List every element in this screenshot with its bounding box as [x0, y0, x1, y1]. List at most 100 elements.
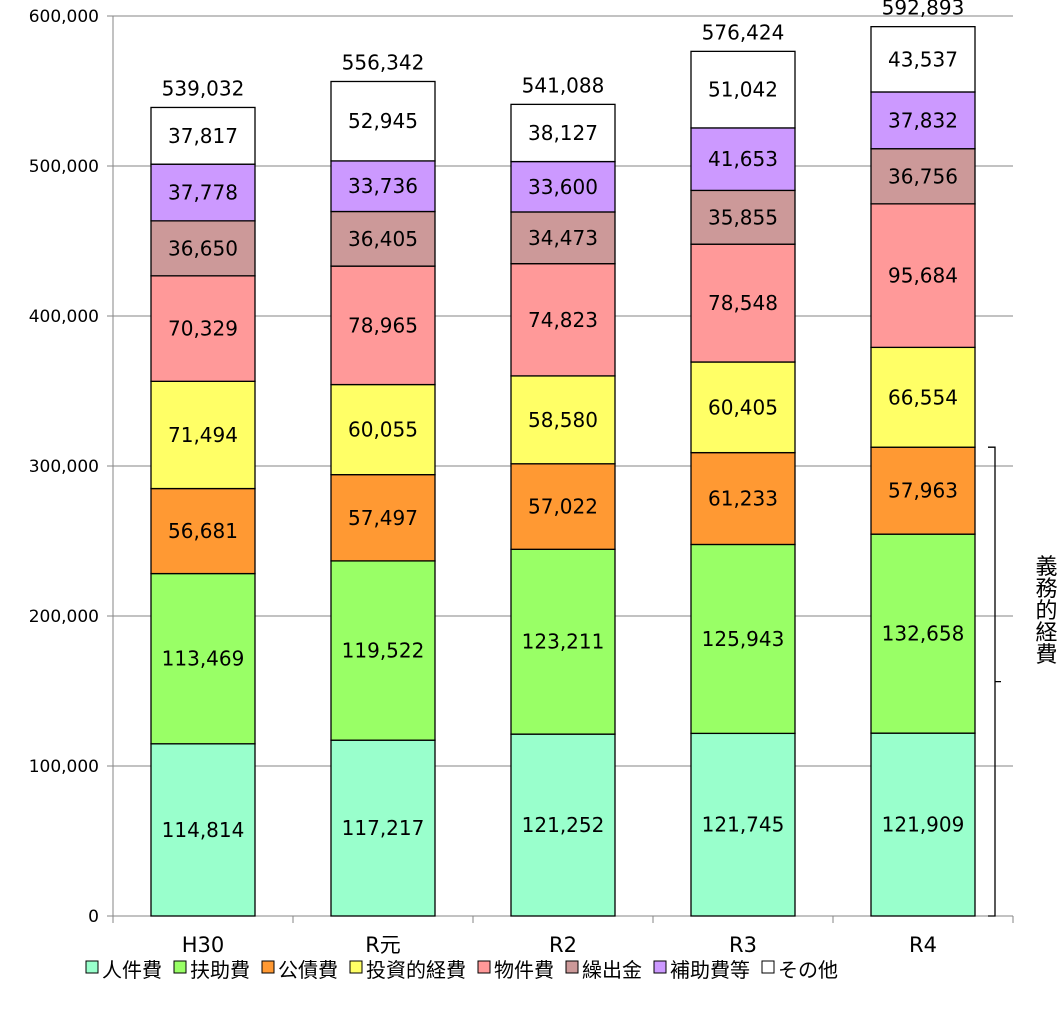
legend-label: 繰出金	[582, 958, 642, 982]
bar-segment	[510, 463, 616, 550]
legend: 人件費 扶助費 公債費 投資的経費 物件費 繰出金 補助費等 その他	[85, 958, 838, 982]
segment-value-label: 57,963	[888, 479, 958, 503]
segment-value-label: 125,943	[702, 627, 785, 651]
legend-swatch	[761, 960, 775, 974]
segment-value-label: 123,211	[522, 630, 605, 654]
segment-value-label: 52,945	[348, 109, 418, 133]
bar-segment	[330, 80, 436, 162]
segment-value-label: 51,042	[708, 78, 778, 102]
bar-segment	[150, 163, 256, 222]
bar-segment	[870, 533, 976, 734]
segment-value-label: 95,684	[888, 264, 958, 288]
x-tick-label: R2	[549, 933, 577, 957]
segment-value-label: 114,814	[162, 818, 245, 842]
bar-segment	[690, 732, 796, 917]
segment-value-label: 34,473	[528, 226, 598, 250]
bar-segment	[870, 148, 976, 205]
bar-segment	[690, 189, 796, 245]
segment-value-label: 56,681	[168, 519, 238, 543]
y-tick-label: 300,000	[29, 457, 99, 477]
bar-segment	[150, 275, 256, 382]
annotation-bracket	[988, 446, 1001, 917]
legend-swatch	[653, 960, 667, 974]
segment-value-label: 38,127	[528, 121, 598, 145]
y-tick-label: 600,000	[29, 7, 99, 27]
legend-label: その他	[778, 958, 838, 982]
segment-value-label: 74,823	[528, 308, 598, 332]
segment-value-label: 37,778	[168, 181, 238, 205]
y-tick-label: 500,000	[29, 157, 99, 177]
bar-segment	[330, 210, 436, 267]
segment-value-label: 41,653	[708, 147, 778, 171]
y-tick-label: 100,000	[29, 757, 99, 777]
segment-value-label: 60,055	[348, 418, 418, 442]
x-tick-label: H30	[182, 933, 225, 957]
segment-value-label: 71,494	[168, 423, 238, 447]
total-value-label: 556,342	[342, 50, 425, 74]
bar-segment	[510, 548, 616, 735]
legend-swatch	[349, 960, 363, 974]
segment-value-label: 33,600	[528, 175, 598, 199]
bar-segment	[510, 263, 616, 377]
segment-value-label: 37,817	[168, 124, 238, 148]
legend-label: 物件費	[494, 958, 554, 982]
y-tick-label: 200,000	[29, 607, 99, 627]
bar-segment	[330, 265, 436, 386]
segment-value-label: 78,548	[708, 291, 778, 315]
legend-swatch	[477, 960, 491, 974]
segment-value-label: 113,469	[162, 647, 245, 671]
bar-segment	[150, 487, 256, 575]
bar-segment	[690, 361, 796, 454]
axes: 0 100,000 200,000 300,000 400,000 500,000 600,…	[29, 7, 1014, 957]
segment-value-label: 57,022	[528, 495, 598, 519]
obligatory-expense-annotation: 義務的経費	[988, 446, 1057, 917]
segment-value-label: 117,217	[342, 816, 425, 840]
segment-value-label: 57,497	[348, 506, 418, 530]
x-tick-label: R3	[729, 933, 757, 957]
segment-value-label: 33,736	[348, 174, 418, 198]
x-tick-label: R元	[365, 933, 401, 957]
y-tick-label: 0	[88, 907, 99, 927]
bar-segment	[870, 26, 976, 93]
bar-segment	[150, 106, 256, 165]
bar-segment	[150, 220, 256, 277]
x-tick-label: R4	[909, 933, 937, 957]
legend-label: 公債費	[278, 958, 338, 982]
segment-value-label: 132,658	[882, 622, 965, 646]
bars	[150, 26, 976, 917]
bar-segment	[870, 732, 976, 917]
legend-label: 扶助費	[190, 958, 250, 982]
bar-segment	[510, 103, 616, 163]
legend-swatch	[85, 960, 99, 974]
bar-segment	[870, 203, 976, 349]
total-value-label: 541,088	[522, 73, 605, 97]
bar-segment	[150, 743, 256, 917]
bar-segment	[690, 243, 796, 363]
bar-segment	[510, 211, 616, 265]
total-value-label: 539,032	[162, 76, 245, 100]
legend-swatch	[565, 960, 579, 974]
segment-value-label: 121,745	[702, 813, 785, 837]
bar-segment	[330, 560, 436, 741]
legend-label: 投資的経費	[366, 958, 466, 982]
bar-segment	[330, 739, 436, 917]
segment-value-label: 121,909	[882, 813, 965, 837]
bar-segment	[870, 346, 976, 448]
total-value-label: 576,424	[702, 20, 785, 44]
segment-value-label: 36,650	[168, 236, 238, 260]
total-value-label: 592,893	[882, 0, 965, 20]
legend-swatch	[173, 960, 187, 974]
segment-value-label: 36,405	[348, 227, 418, 251]
legend-swatch	[261, 960, 275, 974]
segment-value-label: 36,756	[888, 164, 958, 188]
y-tick-label: 400,000	[29, 307, 99, 327]
segment-value-label: 78,965	[348, 313, 418, 337]
segment-value-label: 37,832	[888, 108, 958, 132]
bar-segment	[690, 451, 796, 546]
segment-value-label: 58,580	[528, 408, 598, 432]
segment-value-label: 66,554	[888, 385, 958, 409]
legend-label: 人件費	[102, 958, 162, 982]
segment-value-label: 60,405	[708, 395, 778, 419]
legend-label: 補助費等	[670, 958, 750, 982]
